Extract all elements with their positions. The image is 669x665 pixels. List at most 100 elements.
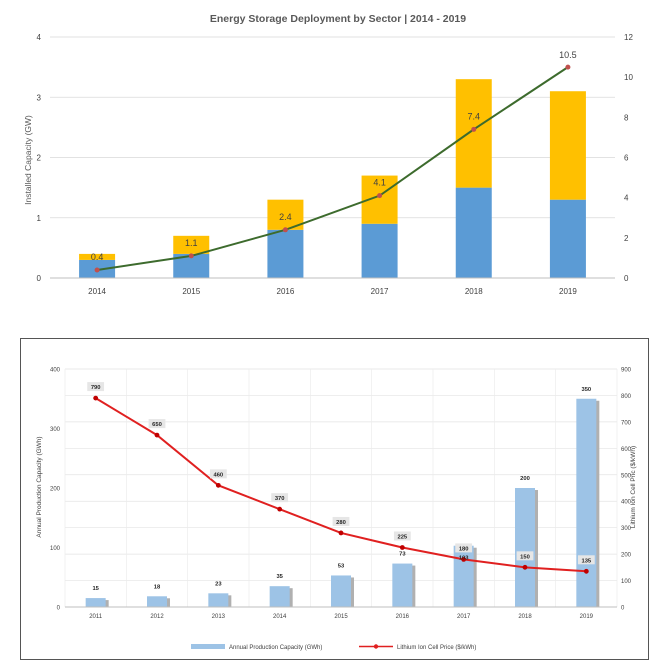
price-data-label-bg xyxy=(148,419,166,429)
chart2-y-axis-label: Annual Production Capacity (GWh) xyxy=(36,436,43,537)
bar-data-label: 23 xyxy=(215,581,222,587)
line-point xyxy=(565,64,571,70)
y2-tick-label: 600 xyxy=(621,447,632,453)
y2-tick-label: 8 xyxy=(624,113,629,122)
y-tick-label: 4 xyxy=(37,33,42,42)
bar-data-label: 73 xyxy=(399,552,406,558)
bar-data-label: 53 xyxy=(338,563,345,569)
bar-sector-b xyxy=(549,91,586,200)
price-data-label: 650 xyxy=(152,422,162,428)
x-tick-label: 2018 xyxy=(518,614,532,620)
price-data-label: 460 xyxy=(213,472,223,478)
price-point xyxy=(215,482,221,488)
production-capacity-chart-frame: Annual Production Capacity (GWh) Lithium… xyxy=(20,338,649,660)
price-data-label-bg xyxy=(516,551,534,561)
bar-sector-a xyxy=(267,229,304,278)
price-point xyxy=(522,564,528,570)
y2-tick-label: 500 xyxy=(621,473,632,479)
y-tick-label: 1 xyxy=(37,214,42,223)
price-data-label-bg xyxy=(332,516,350,526)
bar-data-label: 15 xyxy=(92,586,99,592)
production-bar xyxy=(515,488,535,607)
y2-tick-label: 0 xyxy=(624,274,629,283)
y-tick-label: 2 xyxy=(37,154,42,163)
y2-tick-label: 300 xyxy=(621,526,632,532)
price-data-label-bg xyxy=(393,531,411,541)
x-tick-label: 2019 xyxy=(580,614,594,620)
y2-tick-label: 0 xyxy=(621,606,625,612)
y-tick-label: 3 xyxy=(37,93,42,102)
cumulative-line xyxy=(96,66,569,271)
x-tick-label: 2014 xyxy=(273,614,287,620)
price-point xyxy=(399,545,405,550)
bar-sector-a xyxy=(549,199,586,278)
chart2-legend: Annual Production Capacity (GWh) Lithium… xyxy=(191,644,476,651)
production-bar xyxy=(392,563,413,607)
bar-data-label: 103 xyxy=(459,556,469,562)
x-tick-label: 2015 xyxy=(334,614,348,620)
bar-sector-a xyxy=(361,223,398,278)
y2-tick-label: 2 xyxy=(624,234,629,243)
price-data-label-bg xyxy=(455,543,473,553)
price-data-label: 225 xyxy=(397,535,407,541)
chart2-y2-axis-label: Lithium Ion Cell Pric ($/kWh) xyxy=(630,446,637,528)
y-tick-label: 0 xyxy=(37,274,42,283)
y-tick-label: 200 xyxy=(50,487,61,493)
line-point xyxy=(282,227,288,233)
line-data-label: 2.4 xyxy=(279,212,292,222)
x-tick-label: 2018 xyxy=(465,287,483,296)
y2-tick-label: 200 xyxy=(621,553,632,559)
y2-tick-label: 800 xyxy=(621,394,632,400)
price-data-label-bg xyxy=(87,382,105,392)
bar-data-label: 18 xyxy=(154,584,161,590)
production-bar xyxy=(208,593,229,607)
price-data-label: 370 xyxy=(275,496,285,502)
line-data-label: 1.1 xyxy=(185,238,198,248)
y-tick-label: 0 xyxy=(57,606,61,612)
y2-tick-label: 900 xyxy=(621,368,632,374)
price-line xyxy=(95,397,587,573)
price-data-label-bg xyxy=(209,469,227,479)
legend-bar-label: Annual Production Capacity (GWh) xyxy=(229,645,322,651)
x-tick-label: 2014 xyxy=(88,287,106,296)
price-point xyxy=(338,530,344,536)
x-tick-label: 2011 xyxy=(89,614,103,620)
x-tick-label: 2017 xyxy=(457,614,471,620)
line-data-label: 10.5 xyxy=(559,50,577,60)
bar-sector-a xyxy=(455,187,492,278)
bar-data-label: 350 xyxy=(581,387,591,393)
y-tick-label: 300 xyxy=(50,427,61,433)
line-data-label: 0.4 xyxy=(91,252,104,262)
production-bar xyxy=(85,598,106,607)
legend-bar-swatch xyxy=(191,644,225,649)
production-capacity-chart: Annual Production Capacity (GWh) Lithium… xyxy=(36,368,637,652)
x-tick-label: 2015 xyxy=(182,287,200,296)
production-bar xyxy=(331,575,351,607)
price-point xyxy=(93,395,99,401)
line-data-label: 7.4 xyxy=(467,111,480,121)
legend-line-label: Lithium Ion Cell Price ($/kWh) xyxy=(397,645,476,651)
price-point xyxy=(461,557,467,562)
x-tick-label: 2016 xyxy=(277,287,295,296)
line-data-label: 4.1 xyxy=(373,178,386,188)
y2-tick-label: 4 xyxy=(624,194,629,203)
x-tick-label: 2013 xyxy=(212,614,226,620)
x-tick-label: 2019 xyxy=(559,287,577,296)
y2-tick-label: 10 xyxy=(624,73,633,82)
y-tick-label: 100 xyxy=(50,546,61,552)
bar-sector-b xyxy=(79,253,116,260)
price-point xyxy=(277,506,283,512)
price-point xyxy=(583,568,589,574)
price-data-label-bg xyxy=(271,493,289,503)
bar-sector-b xyxy=(173,235,210,254)
line-point xyxy=(94,267,100,273)
production-bar xyxy=(269,586,290,607)
bar-sector-b xyxy=(455,79,492,188)
y2-tick-label: 6 xyxy=(624,154,629,163)
legend-line-marker xyxy=(373,644,379,649)
x-tick-label: 2016 xyxy=(396,614,410,620)
y-tick-label: 400 xyxy=(50,368,61,374)
chart1-title: Energy Storage Deployment by Sector | 20… xyxy=(210,13,466,25)
x-tick-label: 2017 xyxy=(371,287,389,296)
bar-data-label: 200 xyxy=(520,476,530,482)
